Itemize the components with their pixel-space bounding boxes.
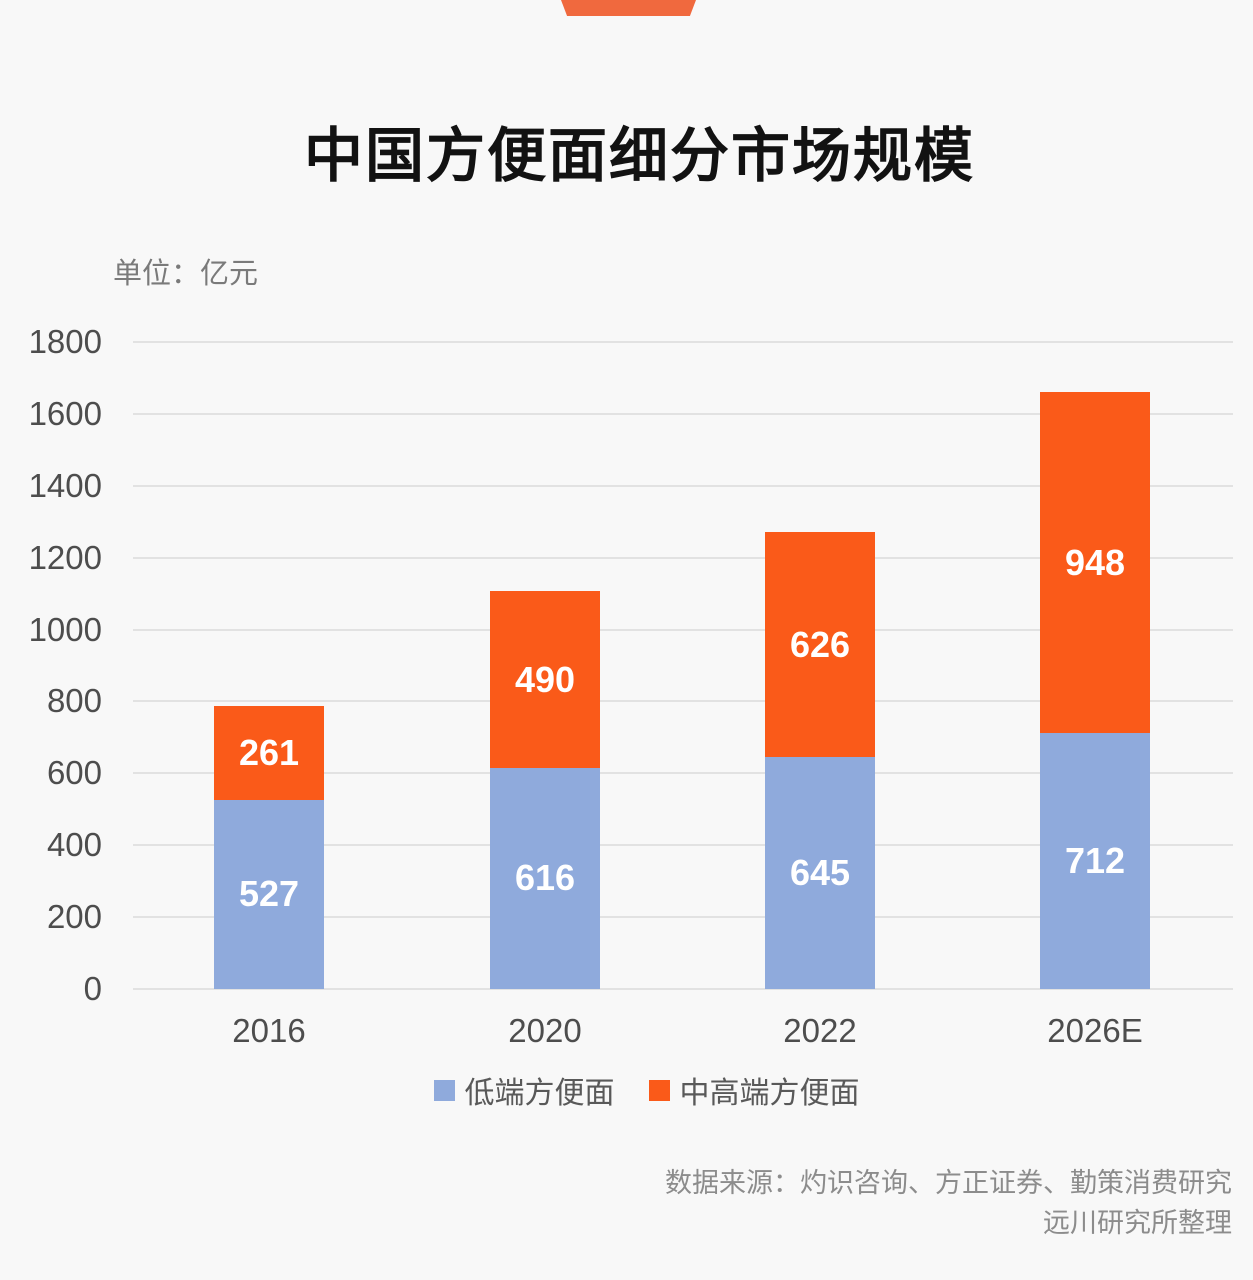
bar-segment-low-end: 712 (1040, 733, 1150, 989)
gridline-600 (133, 772, 1233, 775)
bar-value-label: 527 (238, 873, 300, 915)
bar-value-label: 948 (1064, 541, 1126, 583)
y-axis-tick-label: 0 (83, 970, 102, 1007)
y-axis-tick-label: 400 (46, 826, 102, 864)
x-axis-category-label: 2016 (232, 1012, 306, 1049)
bar-segment-low-end: 527 (214, 799, 324, 989)
x-axis-category-label: 2022 (783, 1012, 857, 1049)
y-axis-tick-label: 200 (46, 898, 102, 936)
y-axis-tick-label: 1800 (28, 323, 102, 360)
bar-segment-mid-high-end: 948 (1040, 392, 1150, 734)
bar-value-label: 261 (238, 731, 300, 773)
legend-swatch (433, 1079, 455, 1101)
source-line-2: 远川研究所整理 (1043, 1208, 1232, 1238)
legend-item-low-end: 低端方便面 (433, 1068, 615, 1112)
chart-title: 中国方便面细分市场规模 (303, 123, 975, 189)
x-axis-category-label: 2026E (1047, 1012, 1143, 1049)
gridline-1200 (133, 556, 1233, 559)
gridline-1800 (133, 341, 1233, 343)
bar-value-label: 645 (789, 852, 851, 894)
bar-value-label: 490 (514, 658, 576, 700)
source-line-1: 数据来源：灼识咨询、方正证券、勤策消费研究 (665, 1168, 1232, 1198)
gridline-0 (133, 988, 1233, 990)
legend-label: 低端方便面 (464, 1077, 615, 1110)
legend-swatch (648, 1079, 670, 1101)
source-note: 数据来源：灼识咨询、方正证券、勤策消费研究 远川研究所整理 (665, 1163, 1232, 1243)
legend-item-mid-high-end: 中高端方便面 (648, 1068, 860, 1112)
gridline-1000 (133, 628, 1233, 631)
bar-segment-mid-high-end: 626 (765, 532, 875, 758)
y-axis-tick-label: 800 (46, 682, 102, 720)
gridline-200 (133, 916, 1233, 919)
bar-value-label: 626 (789, 623, 851, 665)
gridline-800 (133, 700, 1233, 703)
y-axis-tick-label: 1200 (28, 538, 102, 576)
gridline-400 (133, 844, 1233, 847)
legend: 低端方便面 中高端方便面 (20, 1068, 1253, 1112)
legend-label: 中高端方便面 (679, 1077, 860, 1110)
bar-segment-mid-high-end: 261 (214, 705, 324, 800)
bar-segment-low-end: 645 (765, 757, 875, 989)
bar-segment-low-end: 616 (490, 767, 600, 989)
top-banner-ribbon (561, 0, 696, 16)
y-axis-tick-label: 1400 (28, 466, 102, 504)
gridline-1400 (133, 484, 1233, 487)
gridline-1600 (133, 412, 1233, 415)
unit-label: 单位：亿元 (113, 258, 259, 290)
y-axis-tick-label: 1000 (28, 610, 102, 648)
bar-value-label: 712 (1064, 840, 1126, 882)
y-axis-tick-label: 600 (46, 754, 102, 792)
bar-segment-mid-high-end: 490 (490, 591, 600, 768)
y-axis-tick-label: 1600 (28, 394, 102, 432)
x-axis-category-label: 2020 (508, 1012, 582, 1049)
bar-value-label: 616 (514, 857, 576, 899)
